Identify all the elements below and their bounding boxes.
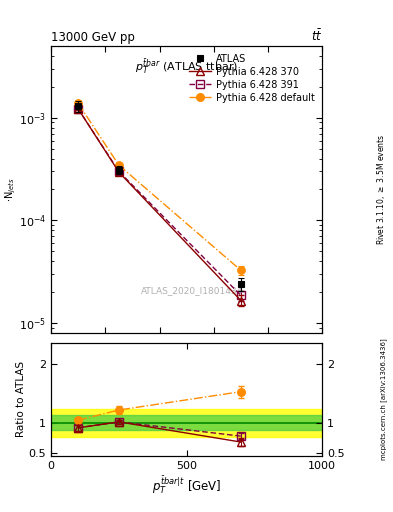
X-axis label: $p^{\bar{t}bar|t}_T$ [GeV]: $p^{\bar{t}bar|t}_T$ [GeV] [152, 475, 222, 497]
Text: Rivet 3.1.10, $\geq$ 3.5M events: Rivet 3.1.10, $\geq$ 3.5M events [375, 134, 387, 245]
Text: ATLAS_2020_I1801434: ATLAS_2020_I1801434 [141, 287, 243, 295]
Text: $t\bar{t}$: $t\bar{t}$ [311, 28, 322, 44]
Text: 13000 GeV pp: 13000 GeV pp [51, 31, 135, 44]
Y-axis label: Ratio to ATLAS: Ratio to ATLAS [16, 361, 26, 437]
Text: mcplots.cern.ch [arXiv:1306.3436]: mcplots.cern.ch [arXiv:1306.3436] [380, 338, 387, 460]
Y-axis label: $\frac{1}{\sigma}\frac{d\sigma}{d^2(p^T)}$ [1/GeV]
$\cdot$N$_{jets}$: $\frac{1}{\sigma}\frac{d\sigma}{d^2(p^T)… [0, 155, 18, 224]
Text: $p_T^{\bar{t}bar}$ (ATLAS ttbar): $p_T^{\bar{t}bar}$ (ATLAS ttbar) [135, 57, 238, 76]
Legend: ATLAS, Pythia 6.428 370, Pythia 6.428 391, Pythia 6.428 default: ATLAS, Pythia 6.428 370, Pythia 6.428 39… [186, 51, 318, 105]
